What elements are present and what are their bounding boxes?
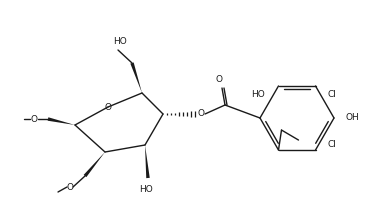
Polygon shape	[84, 152, 105, 177]
Text: OH: OH	[345, 113, 359, 122]
Polygon shape	[145, 145, 150, 178]
Text: O: O	[30, 115, 37, 124]
Polygon shape	[130, 62, 142, 93]
Text: O: O	[104, 102, 112, 111]
Text: HO: HO	[113, 37, 127, 46]
Text: O: O	[197, 108, 205, 118]
Text: HO: HO	[251, 90, 266, 99]
Text: O: O	[216, 76, 223, 85]
Text: HO: HO	[139, 185, 153, 194]
Text: Cl: Cl	[327, 140, 336, 148]
Text: Cl: Cl	[327, 90, 336, 99]
Polygon shape	[48, 117, 75, 125]
Text: O: O	[67, 182, 74, 191]
